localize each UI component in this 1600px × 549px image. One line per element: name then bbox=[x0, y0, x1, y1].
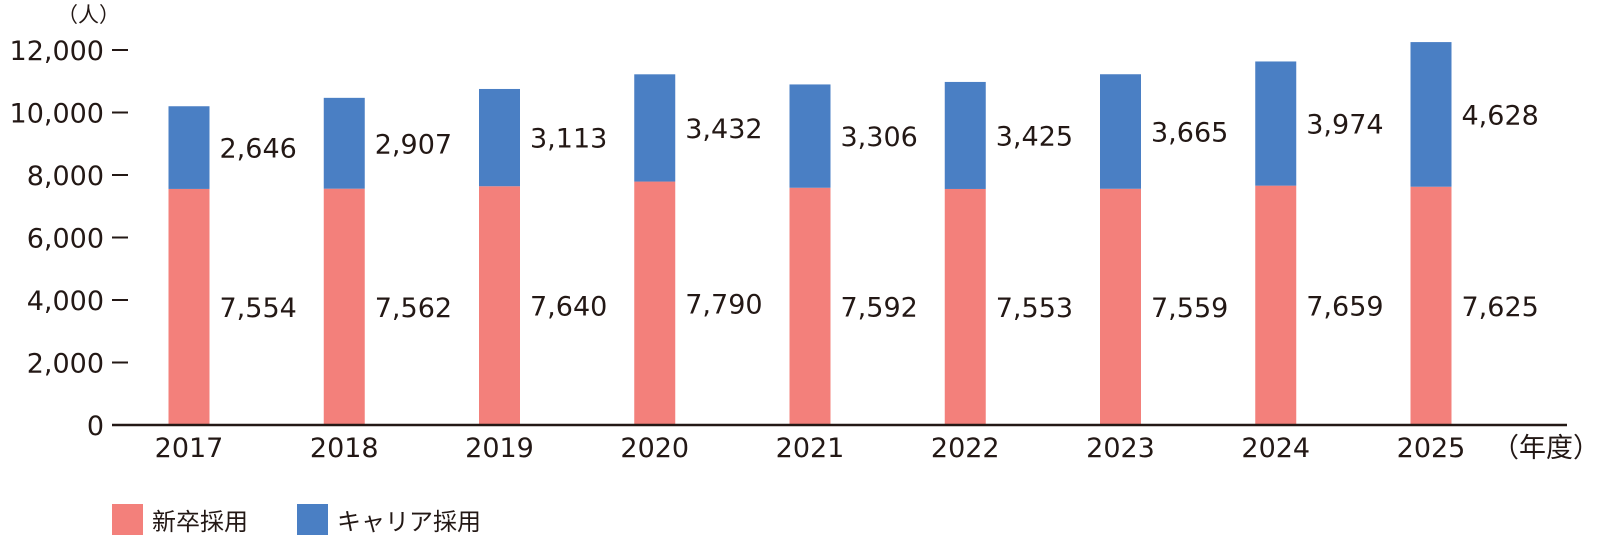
bar-segment-shinsotsu bbox=[1100, 188, 1141, 425]
bar-segment-career bbox=[168, 106, 210, 189]
data-label-shinsotsu: 7,592 bbox=[841, 292, 918, 323]
data-label-career: 3,306 bbox=[841, 122, 918, 153]
data-label-career: 3,432 bbox=[685, 114, 762, 145]
data-label-career: 3,425 bbox=[996, 121, 1073, 152]
bar-segment-shinsotsu bbox=[479, 186, 520, 425]
x-tick-label: 2021 bbox=[776, 433, 845, 464]
legend-label: キャリア採用 bbox=[337, 508, 481, 536]
bar-segment-shinsotsu bbox=[1410, 186, 1452, 425]
data-label-shinsotsu: 7,640 bbox=[530, 292, 607, 323]
data-label-shinsotsu: 7,625 bbox=[1462, 292, 1539, 323]
data-label-career: 4,628 bbox=[1462, 100, 1539, 131]
bar-segment-career bbox=[944, 81, 986, 189]
y-tick-label: 10,000 bbox=[10, 99, 104, 130]
x-tick-label: 2025 bbox=[1397, 433, 1466, 464]
y-tick-label: 4,000 bbox=[27, 286, 104, 317]
bar-segment-shinsotsu bbox=[1255, 185, 1297, 425]
x-tick-label: 2024 bbox=[1241, 433, 1310, 464]
bar-segment-career bbox=[479, 88, 520, 187]
x-tick-label: 2019 bbox=[465, 433, 534, 464]
data-label-shinsotsu: 7,790 bbox=[685, 289, 762, 320]
legend-swatch bbox=[297, 504, 328, 535]
data-label-shinsotsu: 7,562 bbox=[375, 293, 452, 324]
y-tick-label: 2,000 bbox=[27, 349, 104, 380]
y-tick-label: 12,000 bbox=[10, 36, 104, 67]
y-unit-label: （人） bbox=[57, 3, 120, 27]
data-label-career: 3,113 bbox=[530, 124, 607, 155]
data-label-shinsotsu: 7,559 bbox=[1151, 293, 1228, 324]
data-label-shinsotsu: 7,554 bbox=[220, 293, 297, 324]
bar-segment-career bbox=[323, 97, 365, 189]
x-axis-labels: 2017 2018 2019 2020 2021 2022 2023 2024 2025 bbox=[155, 433, 1466, 464]
x-tick-label: 2022 bbox=[931, 433, 1000, 464]
y-tick-label: 6,000 bbox=[27, 224, 104, 255]
legend-label: 新卒採用 bbox=[152, 508, 248, 536]
data-label-career: 2,907 bbox=[375, 129, 452, 160]
y-tick-label: 8,000 bbox=[27, 161, 104, 192]
bar-segment-shinsotsu bbox=[789, 187, 831, 425]
x-tick-label: 2023 bbox=[1086, 433, 1155, 464]
bar-segment-career bbox=[789, 84, 831, 188]
data-label-shinsotsu: 7,659 bbox=[1306, 291, 1383, 322]
x-tick-label: 2018 bbox=[310, 433, 379, 464]
x-tick-label: 2017 bbox=[155, 433, 224, 464]
data-label-career: 3,665 bbox=[1151, 118, 1228, 149]
data-label-shinsotsu: 7,553 bbox=[996, 293, 1073, 324]
bar-segment-career bbox=[634, 74, 676, 182]
bar-segment-shinsotsu bbox=[168, 188, 210, 425]
bar-segment-shinsotsu bbox=[634, 181, 676, 425]
y-axis: 0 2,000 4,000 6,000 8,000 10,000 12,000 bbox=[10, 36, 128, 442]
data-label-career: 2,646 bbox=[220, 134, 297, 165]
x-unit-label: （年度） bbox=[1492, 433, 1600, 464]
y-tick-label: 0 bbox=[87, 411, 104, 442]
legend: 新卒採用 キャリア採用 bbox=[112, 504, 481, 536]
bar-segment-shinsotsu bbox=[944, 188, 986, 425]
bar-segment-career bbox=[1100, 74, 1141, 189]
bars bbox=[168, 42, 1452, 425]
bar-segment-career bbox=[1410, 42, 1452, 187]
data-labels: 7,554 2,646 7,562 2,907 7,640 3,113 7,790 3,432… bbox=[220, 100, 1539, 324]
x-tick-label: 2020 bbox=[620, 433, 689, 464]
legend-swatch bbox=[112, 504, 143, 535]
bar-segment-shinsotsu bbox=[323, 188, 365, 425]
data-label-career: 3,974 bbox=[1306, 110, 1383, 141]
bar-segment-career bbox=[1255, 61, 1297, 186]
